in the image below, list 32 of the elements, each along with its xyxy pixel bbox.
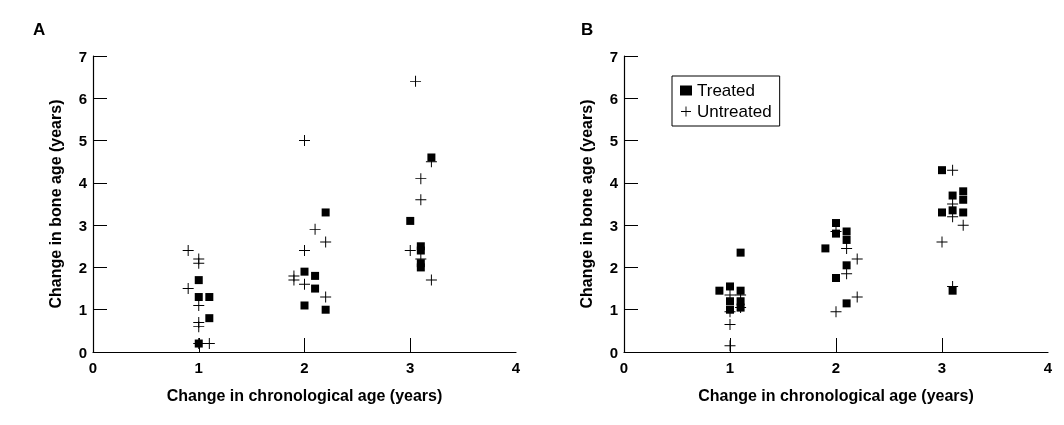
y-tick-label: 4 bbox=[609, 174, 619, 192]
chart-title: B bbox=[581, 20, 594, 39]
y-tick-label: 2 bbox=[609, 258, 618, 276]
x-tick-label: 4 bbox=[511, 359, 521, 376]
y-tick-label: 7 bbox=[609, 47, 618, 65]
y-tick-label: 4 bbox=[78, 174, 88, 192]
y-axis-title: Change in bone age (years) bbox=[46, 99, 64, 309]
y-axis-title: Change in bone age (years) bbox=[577, 99, 595, 309]
y-tick-label: 5 bbox=[78, 132, 87, 150]
y-tick-label: 1 bbox=[609, 301, 618, 319]
legend-label: Untreated bbox=[697, 102, 772, 121]
y-tick-label: 7 bbox=[78, 47, 87, 65]
y-tick-label: 3 bbox=[78, 216, 87, 234]
x-axis-title: Change in chronological age (years) bbox=[166, 386, 443, 404]
x-tick-label: 2 bbox=[300, 359, 309, 376]
x-axis-title: Change in chronological age (years) bbox=[698, 386, 974, 404]
y-tick-label: 6 bbox=[78, 89, 87, 107]
y-tick-label: 2 bbox=[78, 258, 87, 276]
y-tick-label: 5 bbox=[609, 132, 618, 150]
y-tick-label: 1 bbox=[78, 301, 87, 319]
x-tick-label: 2 bbox=[831, 359, 841, 376]
y-tick-label: 0 bbox=[609, 343, 618, 361]
y-tick-label: 3 bbox=[609, 216, 618, 234]
x-tick-label: 1 bbox=[194, 359, 203, 376]
chart-title: A bbox=[33, 20, 46, 39]
x-tick-label: 3 bbox=[937, 359, 947, 376]
legend-label: Treated bbox=[697, 81, 755, 100]
x-tick-label: 1 bbox=[725, 359, 735, 376]
x-tick-label: 4 bbox=[1043, 359, 1053, 376]
x-tick-label: 3 bbox=[406, 359, 415, 376]
y-tick-label: 6 bbox=[609, 89, 618, 107]
y-tick-label: 0 bbox=[78, 343, 87, 361]
